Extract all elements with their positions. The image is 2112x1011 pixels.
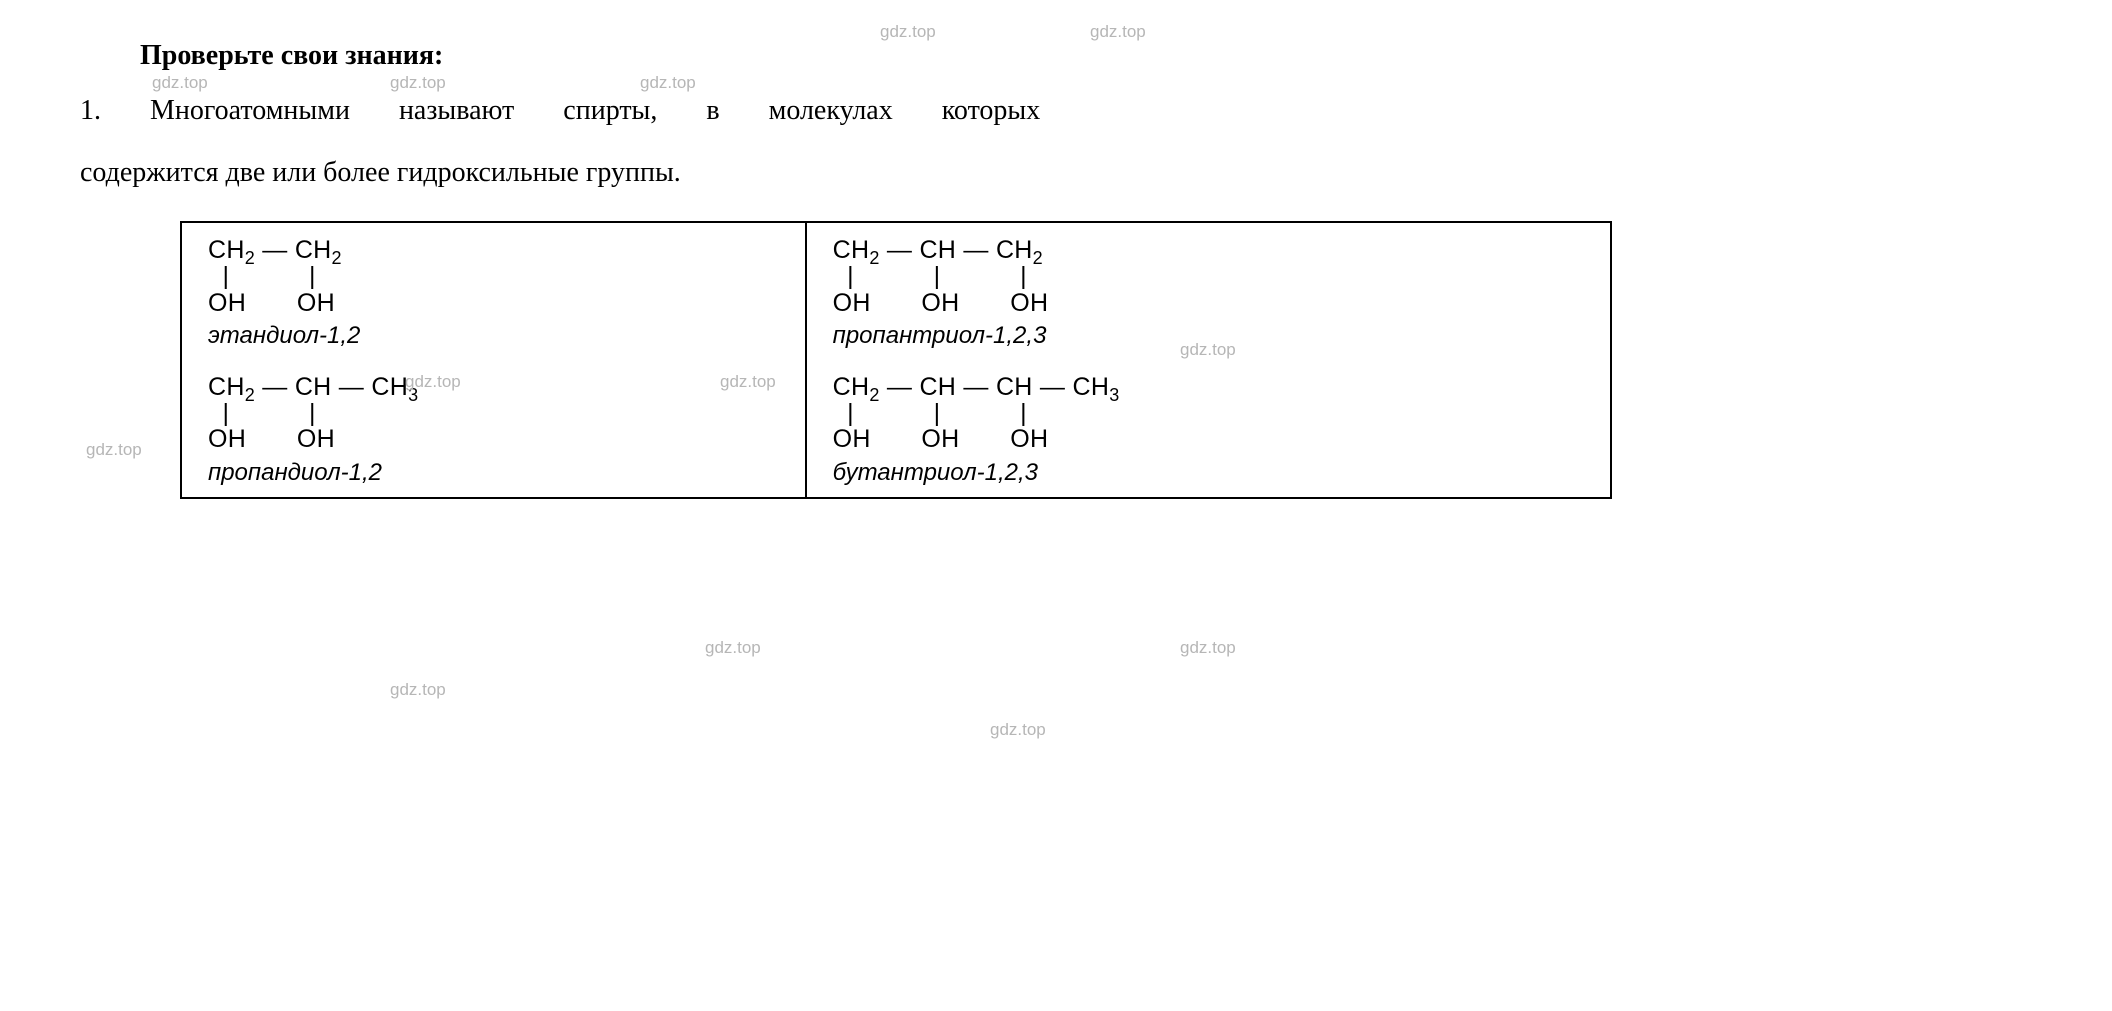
paragraph-word: в — [706, 95, 719, 126]
paragraph-word: которых — [942, 95, 1041, 126]
cell-propanediol: CH2 — CH — CH3 | | OH OH пропандиол-1,2 — [181, 360, 806, 498]
compound-table-wrap: CH2 — CH2 | | OH OH этандиол-1,2 CH2 — C… — [180, 221, 1612, 499]
watermark: gdz.top — [1090, 22, 1146, 42]
paragraph-word: Многоатомными — [150, 95, 350, 126]
formula-propanediol: CH2 — CH — CH3 | | OH OH — [208, 374, 779, 453]
table-row: CH2 — CH2 | | OH OH этандиол-1,2 CH2 — C… — [181, 222, 1611, 360]
paragraph-line: содержится две или более гидроксильные г… — [80, 157, 681, 188]
watermark: gdz.top — [390, 680, 446, 700]
watermark: gdz.top — [880, 22, 936, 42]
name-ethanediol: этандиол-1,2 — [208, 322, 779, 350]
formula-butanetriol: CH2 — CH — CH — CH3 | | | OH OH OH — [833, 374, 1584, 453]
cell-propanetriol: CH2 — CH — CH2 | | | OH OH OH пропантрио… — [806, 222, 1611, 360]
watermark: gdz.top — [1180, 638, 1236, 658]
paragraph-word: молекулах — [769, 95, 893, 126]
paragraph-word: спирты, — [563, 95, 657, 126]
name-propanediol: пропандиол-1,2 — [208, 459, 779, 487]
name-propanetriol: пропантриол-1,2,3 — [833, 322, 1584, 350]
watermark: gdz.top — [990, 720, 1046, 740]
cell-butanetriol: CH2 — CH — CH — CH3 | | | OH OH OH бутан… — [806, 360, 1611, 498]
cell-ethanediol: CH2 — CH2 | | OH OH этандиол-1,2 — [181, 222, 806, 360]
name-butanetriol: бутантриол-1,2,3 — [833, 459, 1584, 487]
table-row: CH2 — CH — CH3 | | OH OH пропандиол-1,2 … — [181, 360, 1611, 498]
paragraph-number: 1. — [80, 95, 101, 126]
paragraph-word: называют — [399, 95, 514, 126]
watermark: gdz.top — [86, 440, 142, 460]
paragraph-1: 1. Многоатомными называют спирты, в моле… — [80, 80, 2032, 203]
compound-table: CH2 — CH2 | | OH OH этандиол-1,2 CH2 — C… — [180, 221, 1612, 499]
formula-propanetriol: CH2 — CH — CH2 | | | OH OH OH — [833, 237, 1584, 316]
section-heading: Проверьте свои знания: — [80, 40, 2032, 72]
watermark: gdz.top — [705, 638, 761, 658]
formula-ethanediol: CH2 — CH2 | | OH OH — [208, 237, 779, 316]
